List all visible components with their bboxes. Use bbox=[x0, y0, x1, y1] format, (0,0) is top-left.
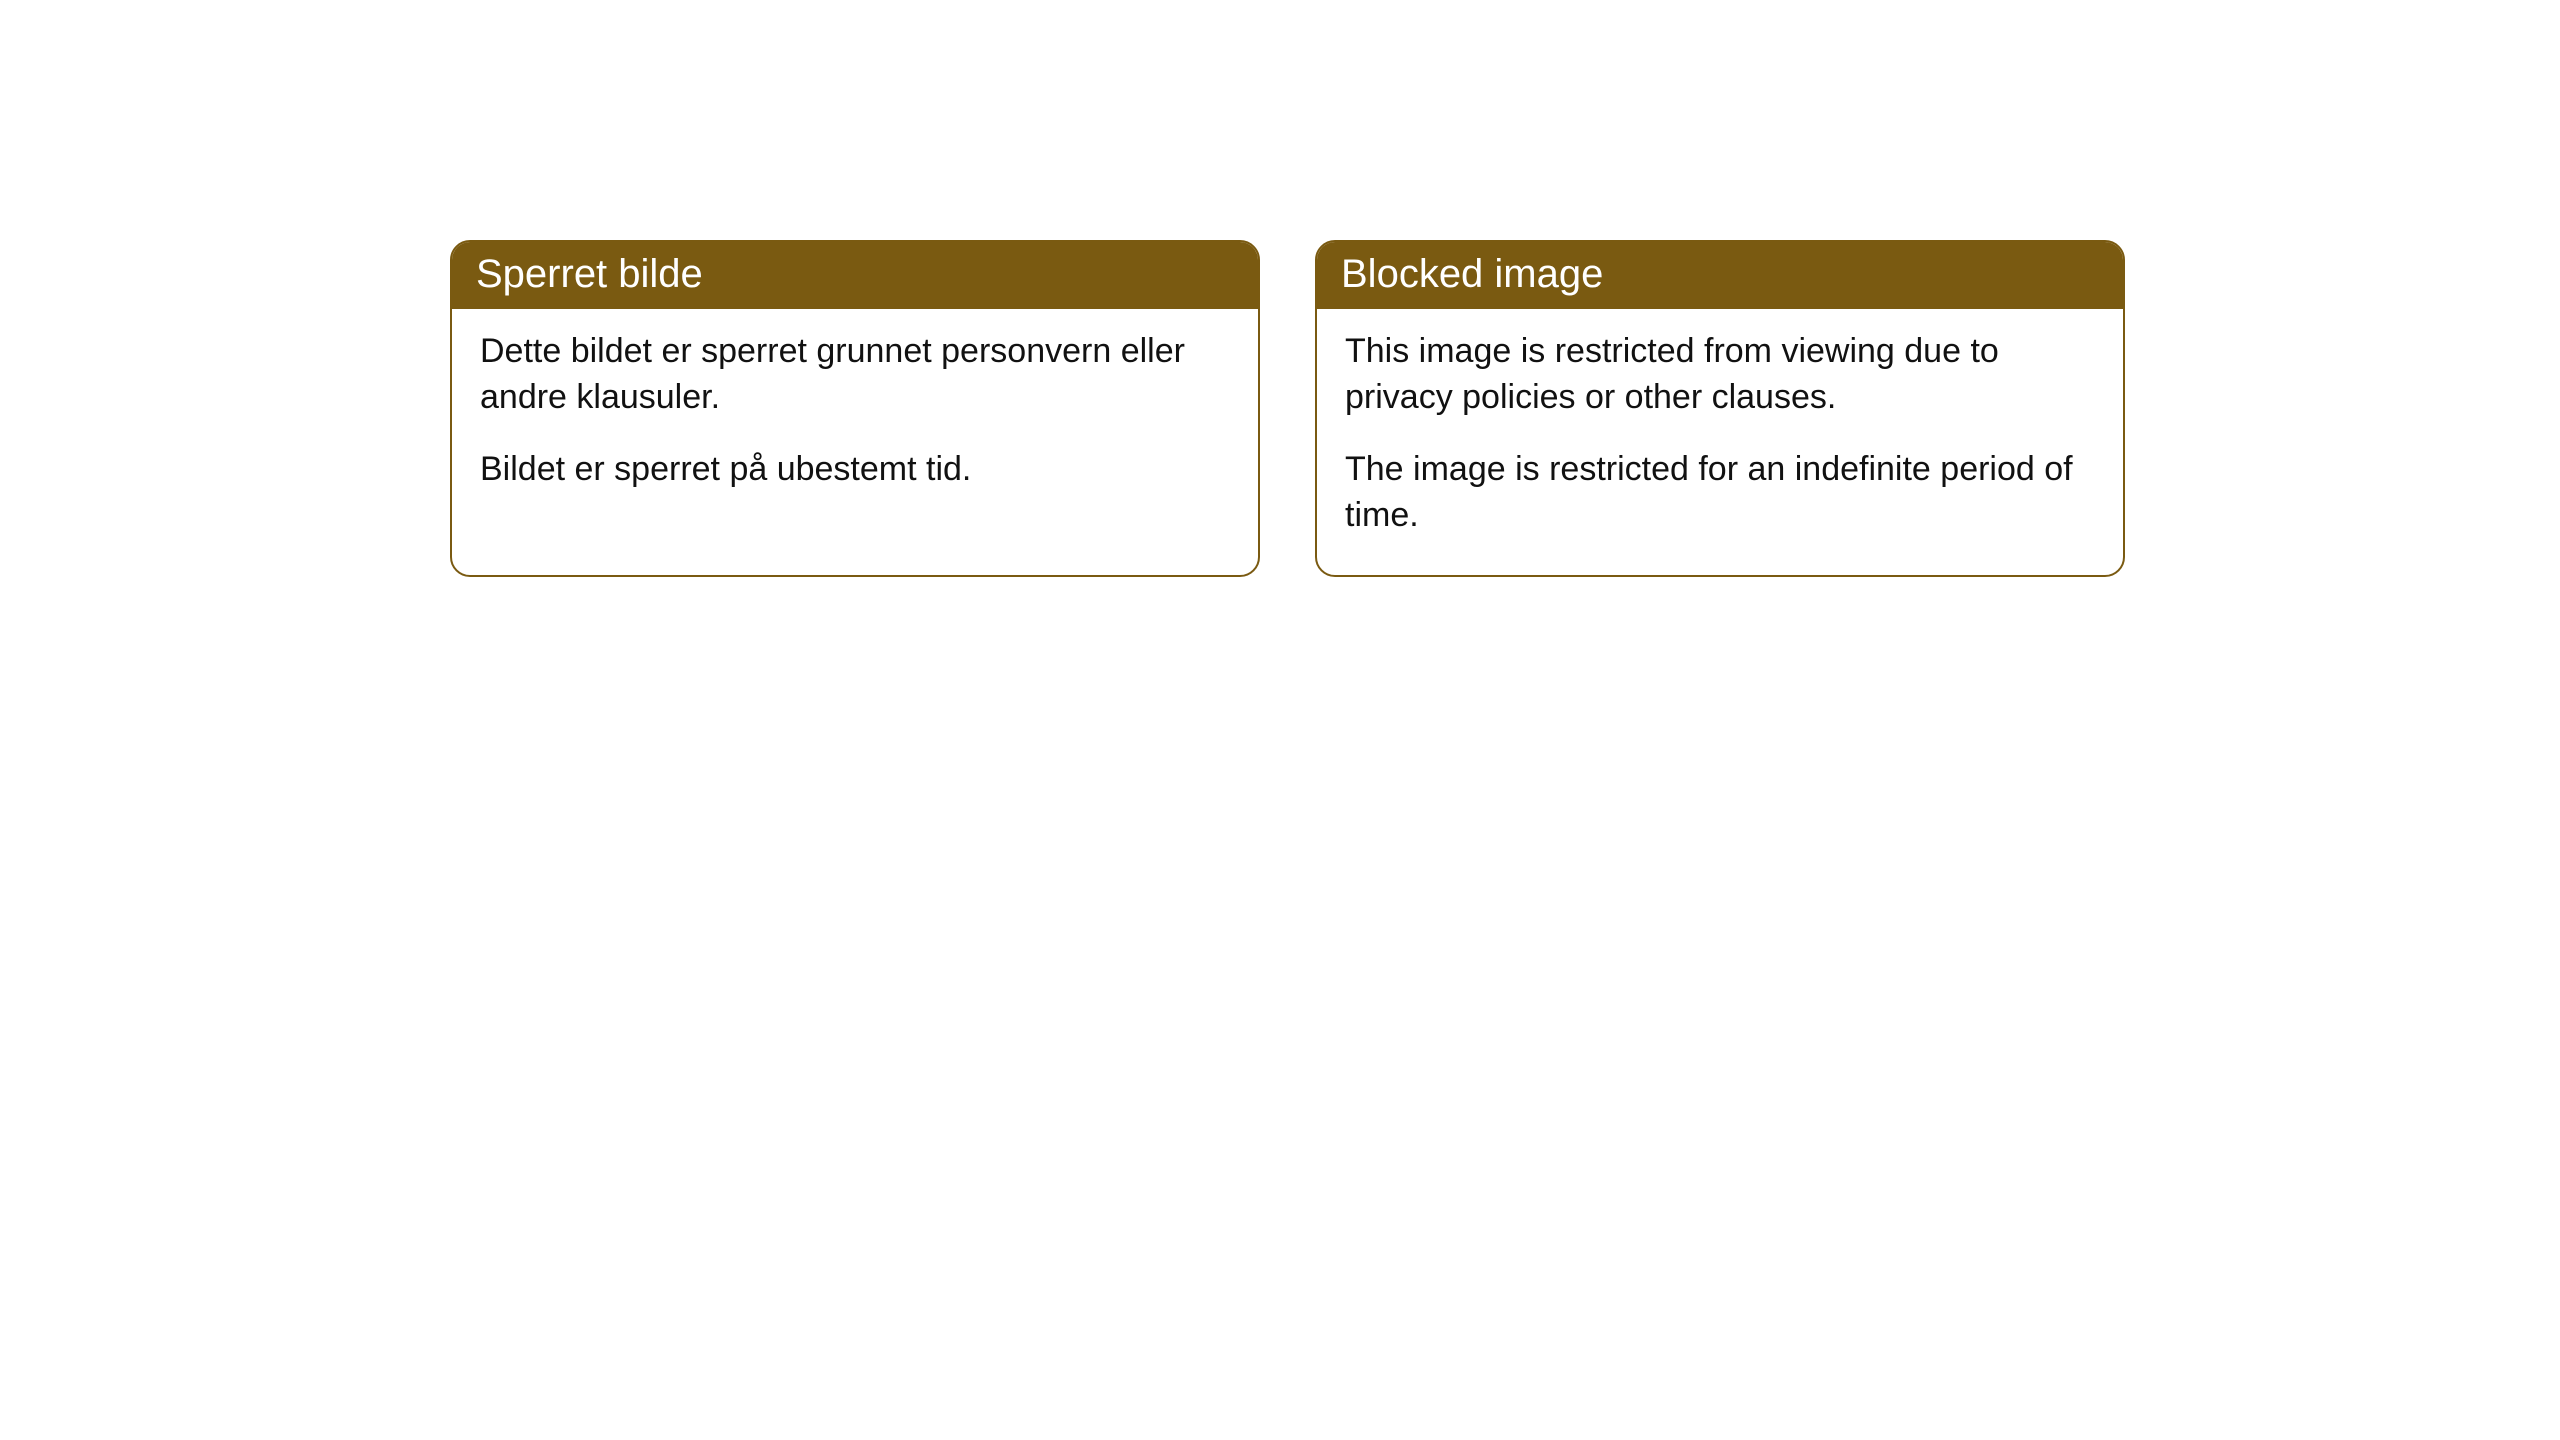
card-paragraph-no-2: Bildet er sperret på ubestemt tid. bbox=[480, 447, 1230, 493]
card-header-en: Blocked image bbox=[1317, 242, 2123, 309]
card-body-no: Dette bildet er sperret grunnet personve… bbox=[452, 309, 1258, 529]
notice-container: Sperret bilde Dette bildet er sperret gr… bbox=[450, 240, 2125, 577]
card-header-no: Sperret bilde bbox=[452, 242, 1258, 309]
card-body-en: This image is restricted from viewing du… bbox=[1317, 309, 2123, 575]
card-paragraph-en-2: The image is restricted for an indefinit… bbox=[1345, 447, 2095, 539]
blocked-image-card-no: Sperret bilde Dette bildet er sperret gr… bbox=[450, 240, 1260, 577]
blocked-image-card-en: Blocked image This image is restricted f… bbox=[1315, 240, 2125, 577]
card-paragraph-no-1: Dette bildet er sperret grunnet personve… bbox=[480, 329, 1230, 421]
card-paragraph-en-1: This image is restricted from viewing du… bbox=[1345, 329, 2095, 421]
